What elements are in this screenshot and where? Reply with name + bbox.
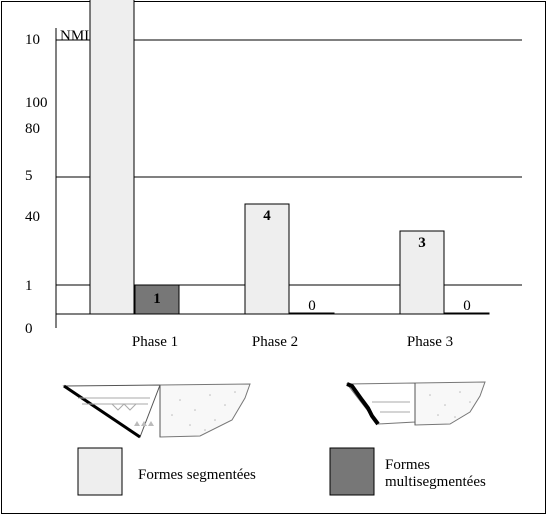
multisegmented-bowl-drawing — [345, 381, 486, 426]
bar-multisegmented-2 — [289, 312, 335, 315]
y-tick-label: 1 — [25, 278, 33, 294]
data-labels: 1743100 — [153, 208, 471, 314]
y-tick-label: 5 — [25, 168, 33, 184]
legend-label-segmented: Formes segmentées — [138, 467, 256, 483]
bar-segmented-3 — [399, 230, 445, 315]
segmented-bowl-drawing — [62, 383, 251, 439]
data-label: 0 — [308, 298, 316, 314]
x-tick-labels: Phase 1 Phase 2 Phase 3 — [132, 334, 453, 350]
y-axis-label: NMI — [60, 28, 89, 44]
bars — [89, 0, 490, 315]
bar-segmented-2 — [244, 203, 290, 315]
legend-label-line-1: Formes — [385, 457, 430, 473]
legend: Formes segmentées Formes multisegmentées — [77, 447, 486, 496]
legend-swatch-segmented — [77, 447, 123, 496]
x-tick-label-phase-2: Phase 2 — [252, 334, 298, 350]
y-tick-label: 100 — [25, 95, 48, 111]
y-tick-label: 80 — [25, 121, 40, 137]
y-tick-label: 0 — [25, 321, 33, 337]
y-tick-label: 10 — [25, 32, 40, 48]
legend-swatch-multisegmented — [329, 447, 375, 496]
legend-label-line-2: multisegmentées — [385, 474, 486, 490]
x-tick-label-phase-1: Phase 1 — [132, 334, 178, 350]
data-label: 0 — [463, 298, 471, 314]
bar-segmented-1 — [89, 0, 135, 315]
data-label: 4 — [263, 208, 271, 224]
legend-label-multisegmented: Formes multisegmentées — [385, 457, 486, 490]
y-tick-label: 40 — [25, 209, 40, 225]
bar-multisegmented-3 — [444, 312, 490, 315]
data-label: 3 — [418, 235, 426, 251]
x-tick-label-phase-3: Phase 3 — [407, 334, 453, 350]
bar-multisegmented-1 — [134, 284, 180, 315]
data-label: 1 — [153, 291, 161, 307]
